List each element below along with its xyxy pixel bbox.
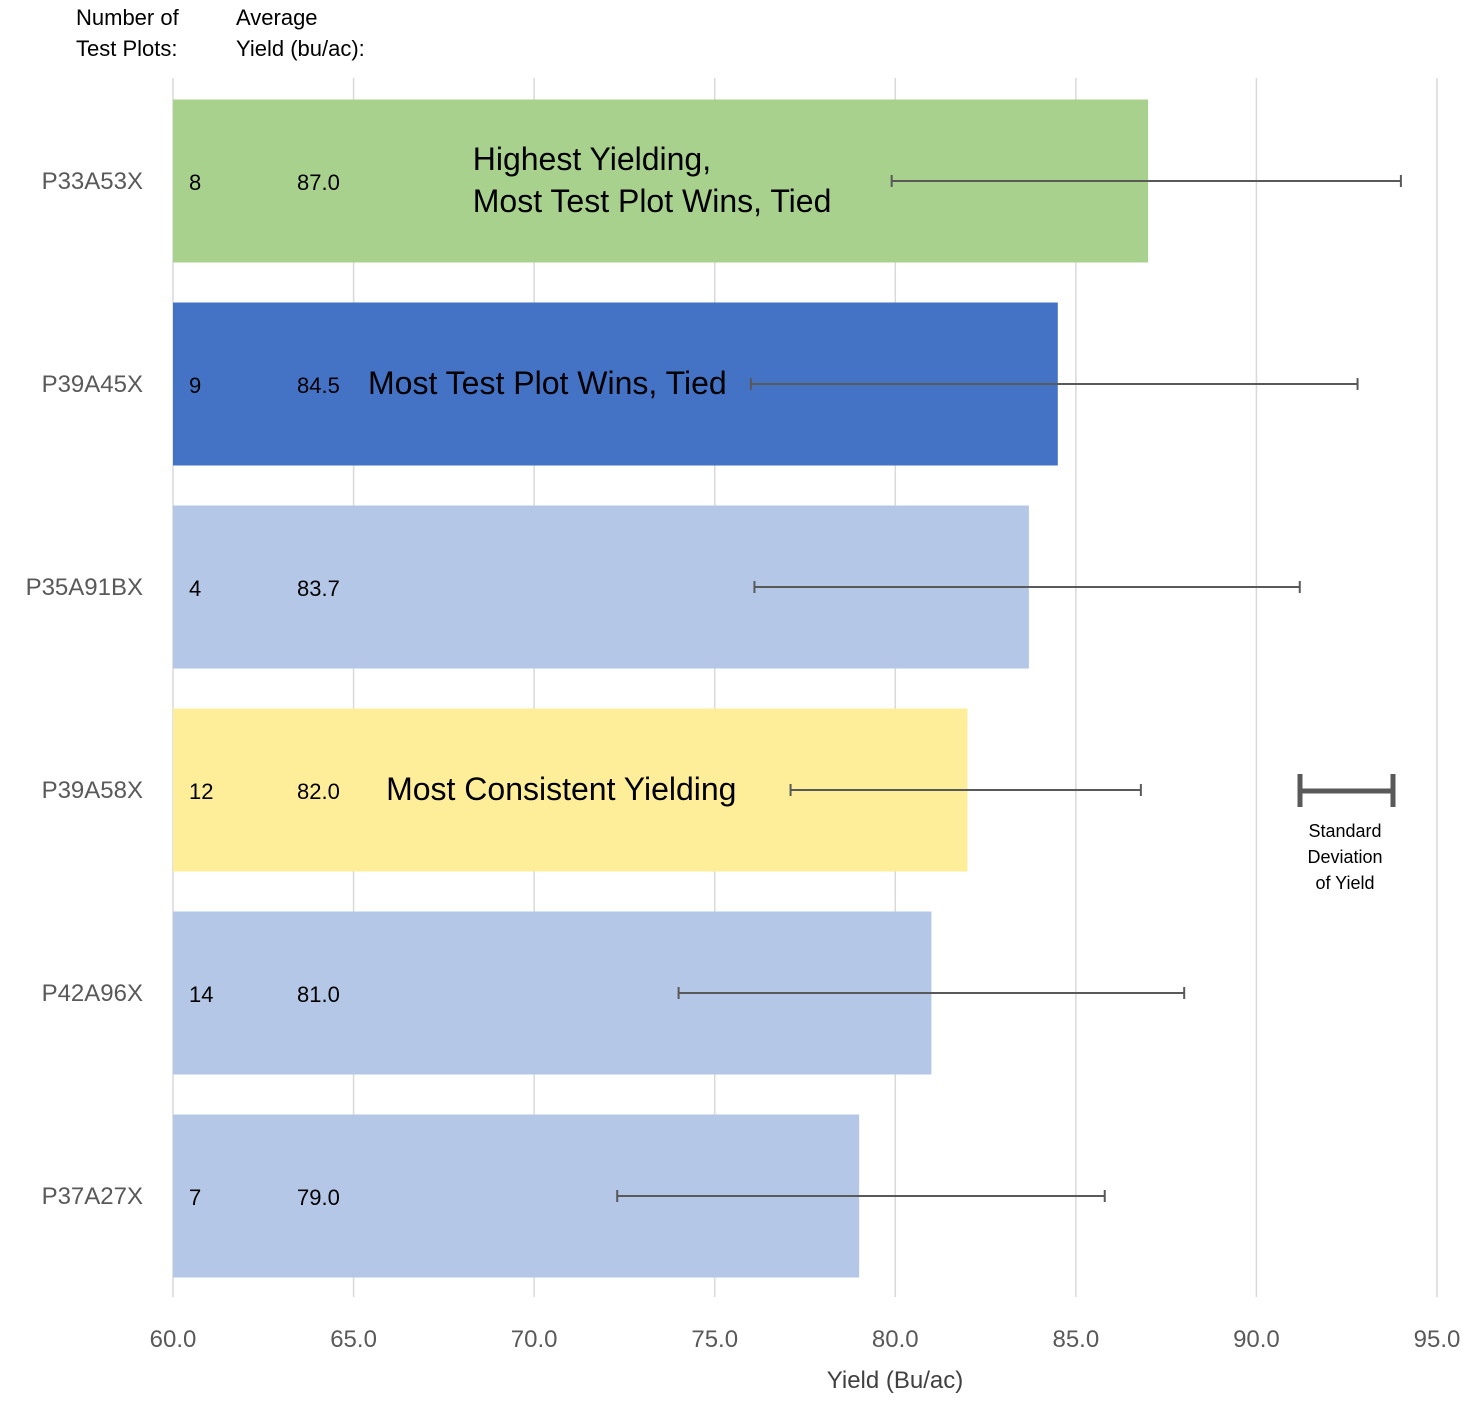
value-label: 81.0 xyxy=(297,982,340,1007)
bar-annotation-line: Most Consistent Yielding xyxy=(386,771,736,807)
bar-annotation: Most Test Plot Wins, Tied xyxy=(368,365,727,401)
category-label: P35A91BX xyxy=(26,574,143,601)
test-plot-count: 4 xyxy=(189,576,201,601)
test-plot-count: 12 xyxy=(189,779,213,804)
average-yield-column-header: Average Yield (bu/ac): xyxy=(236,5,365,61)
value-label: 83.7 xyxy=(297,576,340,601)
bar-annotation-line: Most Test Plot Wins, Tied xyxy=(368,365,727,401)
x-tick-label: 70.0 xyxy=(511,1326,558,1353)
x-axis-title: Yield (Bu/ac) xyxy=(826,1367,964,1394)
category-label: P37A27X xyxy=(42,1183,143,1210)
test-plot-count: 7 xyxy=(189,1185,201,1210)
category-label: P42A96X xyxy=(42,980,143,1007)
test-plot-count: 8 xyxy=(189,170,201,195)
x-tick-label: 90.0 xyxy=(1233,1326,1280,1353)
x-tick-label: 80.0 xyxy=(872,1326,919,1353)
category-label: P39A45X xyxy=(42,371,143,398)
test-plot-count: 9 xyxy=(189,373,201,398)
bar-annotation: Highest Yielding, Most Test Plot Wins, Ti… xyxy=(473,141,832,219)
value-label: 79.0 xyxy=(297,1185,340,1210)
x-tick-label: 95.0 xyxy=(1414,1326,1461,1353)
test-plots-column-header: Number of Test Plots: xyxy=(76,5,179,61)
std-dev-legend-label: Standard Deviation of Yield xyxy=(1307,821,1383,893)
x-tick-label: 65.0 xyxy=(330,1326,377,1353)
bar-annotation-line: Highest Yielding, xyxy=(473,141,711,177)
category-label: P33A53X xyxy=(42,168,143,195)
x-tick-label: 85.0 xyxy=(1052,1326,1099,1353)
x-tick-label: 60.0 xyxy=(150,1326,197,1353)
value-label: 87.0 xyxy=(297,170,340,195)
test-plot-count: 14 xyxy=(189,982,213,1007)
x-tick-label: 75.0 xyxy=(691,1326,738,1353)
bar-annotation-line: Most Test Plot Wins, Tied xyxy=(473,183,832,219)
value-label: 82.0 xyxy=(297,779,340,804)
category-label: P39A58X xyxy=(42,777,143,804)
bar-annotation: Most Consistent Yielding xyxy=(386,771,736,807)
value-label: 84.5 xyxy=(297,373,340,398)
